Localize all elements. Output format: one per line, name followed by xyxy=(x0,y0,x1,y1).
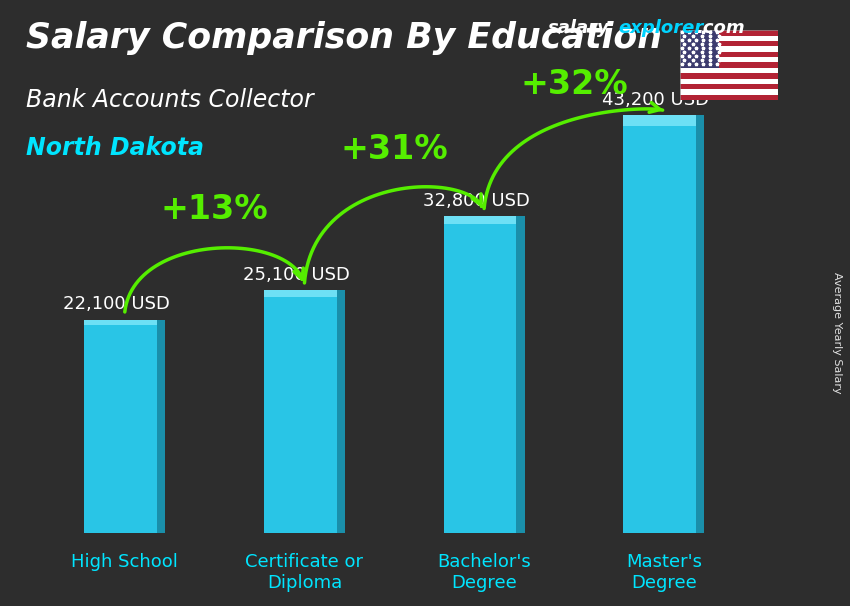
Bar xyxy=(84,319,157,325)
Bar xyxy=(680,62,778,68)
Text: 25,100 USD: 25,100 USD xyxy=(243,267,350,284)
Text: High School: High School xyxy=(71,553,178,571)
Bar xyxy=(680,52,778,57)
Text: Master's
Degree: Master's Degree xyxy=(626,553,702,592)
Bar xyxy=(623,115,704,533)
Text: Bank Accounts Collector: Bank Accounts Collector xyxy=(26,88,314,112)
Bar xyxy=(680,47,778,52)
Text: Average Yearly Salary: Average Yearly Salary xyxy=(832,273,842,394)
Bar xyxy=(444,216,524,533)
Text: salary: salary xyxy=(548,19,610,38)
Bar xyxy=(680,89,778,95)
Text: +13%: +13% xyxy=(161,193,269,227)
Bar xyxy=(680,79,778,84)
Text: +32%: +32% xyxy=(520,68,628,101)
Bar xyxy=(680,30,778,36)
Text: Bachelor's
Degree: Bachelor's Degree xyxy=(437,553,531,592)
Bar xyxy=(517,216,524,533)
Bar xyxy=(264,290,337,296)
Bar xyxy=(680,36,778,41)
Text: 43,200 USD: 43,200 USD xyxy=(602,92,709,110)
Text: Certificate or
Diploma: Certificate or Diploma xyxy=(246,553,364,592)
Text: North Dakota: North Dakota xyxy=(26,136,203,161)
Text: Salary Comparison By Education: Salary Comparison By Education xyxy=(26,21,661,55)
Bar xyxy=(337,290,345,533)
Text: .com: .com xyxy=(696,19,745,38)
Bar xyxy=(680,30,719,68)
Bar xyxy=(696,115,704,533)
Text: 32,800 USD: 32,800 USD xyxy=(422,192,530,210)
Bar xyxy=(84,319,165,533)
Bar xyxy=(680,68,778,73)
Bar xyxy=(623,115,696,126)
Text: +31%: +31% xyxy=(341,133,448,166)
Bar xyxy=(680,73,778,79)
Bar xyxy=(680,41,778,47)
Bar xyxy=(264,290,345,533)
Bar xyxy=(444,216,517,224)
Text: 22,100 USD: 22,100 USD xyxy=(63,296,170,313)
Text: explorer: explorer xyxy=(618,19,703,38)
Bar xyxy=(680,95,778,100)
Bar xyxy=(157,319,165,533)
Bar xyxy=(680,57,778,62)
Bar xyxy=(680,84,778,89)
